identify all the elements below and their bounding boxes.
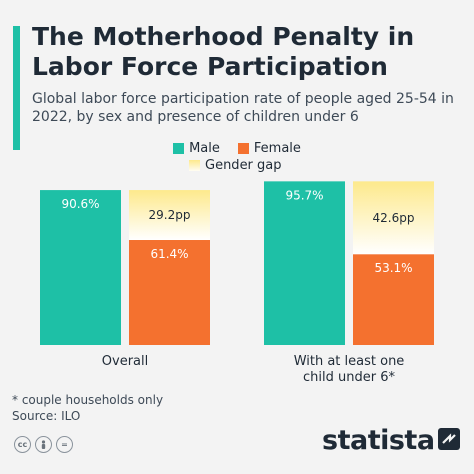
category-label-1-0: With at least one — [294, 354, 405, 369]
source-note: Source: ILO — [12, 409, 81, 423]
label-male-1: 95.7% — [285, 188, 323, 202]
label-gap-1: 42.6pp — [373, 211, 415, 225]
legend-label-gap: Gender gap — [205, 158, 282, 173]
bar-female-1 — [353, 254, 434, 345]
cc-icon[interactable]: cc — [14, 436, 31, 453]
equals-icon[interactable]: = — [56, 436, 73, 453]
statista-logo-icon — [438, 428, 460, 450]
label-female-0: 61.4% — [150, 247, 188, 261]
legend-item-female: Female — [237, 140, 301, 156]
legend-item-male: Male — [173, 141, 220, 156]
bar-male-0 — [40, 190, 121, 345]
label-gap-0: 29.2pp — [149, 208, 191, 222]
legend-label-female: Female — [253, 140, 301, 156]
chart-title: The Motherhood Penalty in Labor Force Pa… — [32, 22, 415, 81]
bar-gap-0 — [129, 190, 210, 241]
category-label-1-1: child under 6* — [303, 370, 395, 385]
chart-subtitle: Global labor force participation rate of… — [32, 91, 454, 125]
title-accent-bar — [13, 26, 20, 150]
bar-gap-1 — [353, 181, 434, 255]
footnote: * couple households only — [12, 393, 164, 407]
legend-item-gap: Gender gap — [189, 158, 282, 173]
legend: Male Female Gender gap — [0, 138, 474, 173]
bar-male-1 — [264, 181, 345, 345]
label-male-0: 90.6% — [61, 197, 99, 211]
person-icon[interactable] — [35, 436, 52, 453]
bar-female-0 — [129, 240, 210, 345]
license-icons: cc = — [14, 436, 73, 453]
legend-swatch-male — [173, 142, 185, 154]
label-female-1: 53.1% — [374, 261, 412, 275]
statista-brand[interactable]: statista — [322, 425, 435, 456]
legend-swatch-female — [237, 142, 249, 154]
category-label-0-0: Overall — [102, 354, 148, 369]
legend-label-male: Male — [189, 140, 220, 156]
legend-swatch-gap — [189, 160, 200, 171]
bar-chart: 90.6% 61.4% 29.2pp Overall 95.7% 53.1% 42.6pp W… — [40, 181, 434, 385]
